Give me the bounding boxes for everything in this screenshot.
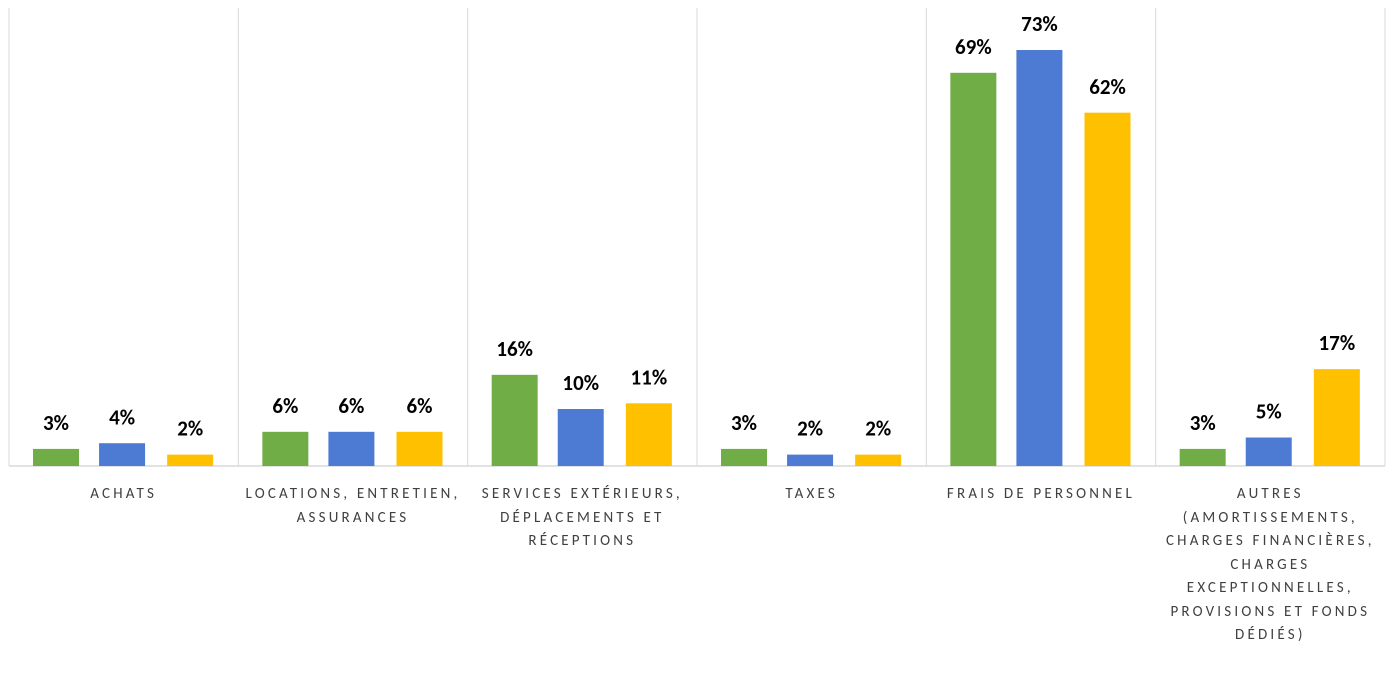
bar [328, 431, 375, 466]
value-label: 4% [109, 404, 135, 430]
x-tick-label: FRAIS DE PERSONNEL [946, 485, 1136, 503]
bar [1179, 448, 1226, 466]
value-label: 5% [1256, 399, 1282, 425]
bar [99, 443, 146, 466]
value-label: 2% [865, 416, 891, 442]
value-label: 73% [1021, 11, 1058, 37]
bar [167, 454, 214, 466]
bar [33, 448, 80, 466]
bar [855, 454, 902, 466]
bar [262, 431, 309, 466]
value-label: 2% [797, 416, 823, 442]
value-label: 10% [562, 370, 599, 396]
value-label: 6% [272, 393, 298, 419]
value-label: 6% [338, 393, 364, 419]
bar [721, 448, 768, 466]
x-tick-label: AUTRES (AMORTISSEMENTS, CHARGES FINANCIÈ… [1165, 485, 1375, 644]
bar [396, 431, 443, 466]
bar [1084, 112, 1131, 466]
value-label: 3% [1190, 410, 1216, 436]
value-label: 3% [43, 410, 69, 436]
value-label: 6% [407, 393, 433, 419]
bar [625, 403, 672, 466]
bar [787, 454, 834, 466]
bar [557, 409, 604, 466]
bar [1245, 437, 1292, 466]
value-label: 2% [177, 416, 203, 442]
bar [1016, 50, 1063, 466]
x-tick-label: TAXES [785, 485, 838, 503]
bar [950, 72, 997, 466]
x-tick-label: SERVICES EXTÉRIEURS, DÉPLACEMENTS ET RÉC… [481, 485, 683, 550]
x-tick-label: LOCATIONS, ENTRETIEN, ASSURANCES [245, 485, 461, 527]
value-label: 11% [631, 364, 668, 390]
value-label: 69% [955, 34, 992, 60]
x-tick-label: ACHATS [90, 485, 158, 503]
bar [491, 374, 538, 466]
bar [1313, 369, 1360, 466]
value-label: 3% [731, 410, 757, 436]
value-label: 62% [1089, 74, 1126, 100]
value-label: 17% [1319, 330, 1356, 356]
value-label: 16% [496, 336, 533, 362]
